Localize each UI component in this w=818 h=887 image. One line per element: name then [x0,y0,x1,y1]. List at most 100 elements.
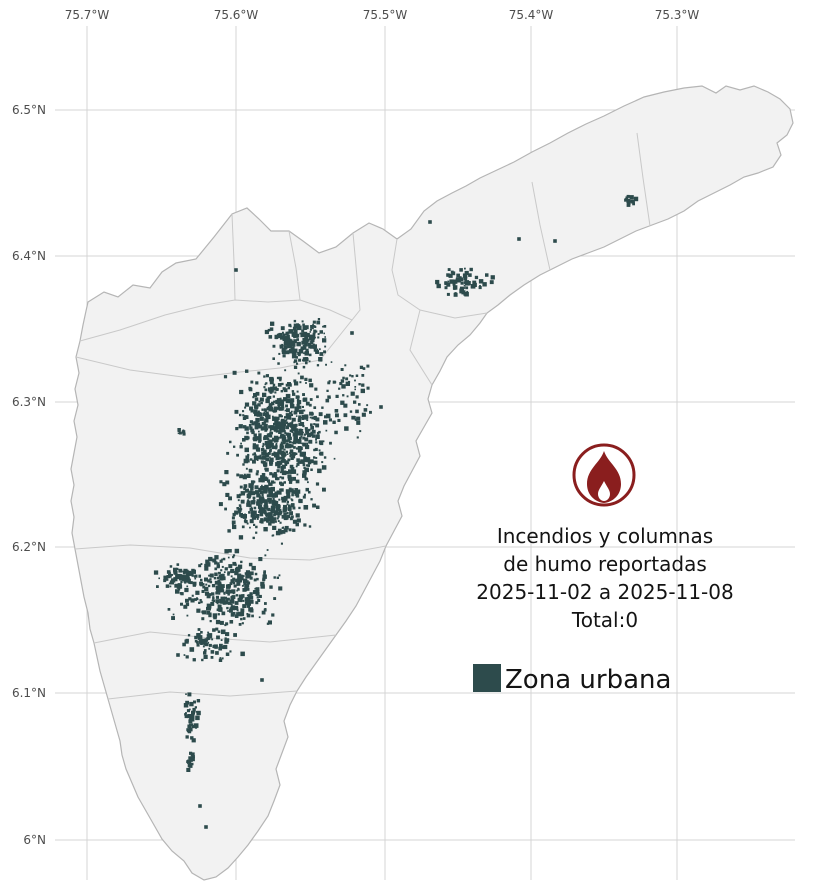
urban-zone-patch [248,387,253,392]
urban-zone-patch [227,591,230,594]
urban-zone-patch [275,447,278,450]
urban-zone-patch [254,397,259,401]
urban-zone-patch [337,418,341,422]
urban-zone-patch [303,346,307,350]
urban-zone-patch [307,460,312,465]
urban-zone-patch [229,620,234,624]
urban-zone-patch [298,422,302,426]
urban-zone-patch [379,405,383,409]
urban-zone-patch [236,609,239,612]
urban-zone-patch [238,535,244,540]
urban-zone-patch [255,531,258,534]
urban-zone-patch [222,557,226,561]
urban-zone-patch [219,480,223,484]
urban-zone-patch [333,457,336,460]
urban-zone-patch [200,563,203,565]
urban-zone-patch [217,630,221,633]
urban-zone-patch [242,599,245,602]
urban-zone-patch [290,410,293,413]
urban-zone-patch [309,336,313,341]
urban-zone-patch [190,756,195,762]
urban-zone-patch [268,403,273,407]
urban-zone-patch [195,715,200,721]
urban-zone-patch [303,523,307,527]
urban-zone-patch [242,414,245,417]
urban-zone-patch [275,443,278,446]
urban-zone-patch [269,472,273,476]
urban-zone-patch [257,495,260,498]
urban-zone-patch [284,515,289,520]
urban-zone-patch [253,578,257,582]
urban-zone-patch [281,423,286,427]
urban-zone-patch [233,584,237,588]
urban-zone-patch [242,475,247,480]
urban-zone-patch [277,383,282,387]
urban-zone-patch [247,594,252,599]
urban-zone-patch [278,574,281,577]
urban-zone-patch [280,488,284,492]
urban-zone-patch [289,464,294,469]
urban-zone-patch [234,570,239,576]
urban-zone-patch [200,631,203,634]
urban-zone-patch [187,692,192,697]
urban-zone-patch [244,518,247,521]
urban-zone-patch [319,358,323,362]
urban-zone-patch [248,483,253,488]
urban-zone-patch [321,406,324,409]
urban-zone-patch [263,386,266,389]
urban-zone-patch [182,571,186,575]
urban-zone-patch [270,386,274,391]
urban-zone-patch [185,569,189,573]
urban-zone-patch [308,439,313,444]
urban-zone-patch [277,465,281,469]
urban-zone-patch [237,587,239,590]
urban-zone-patch [260,486,265,491]
urban-zone-patch [236,507,239,510]
urban-zone-patch [256,596,259,599]
urban-zone-patch [231,605,234,608]
urban-zone-patch [218,589,221,593]
urban-zone-patch [293,336,296,339]
legend: Zona urbana [473,664,671,695]
urban-zone-patch [262,443,265,446]
urban-zone-patch [277,515,280,518]
urban-zone-patch [266,398,269,400]
urban-zone-patch [185,735,189,739]
urban-zone-patch [229,650,232,653]
urban-zone-patch [189,701,194,707]
urban-zone-patch [325,429,328,432]
urban-zone-patch [238,611,243,617]
urban-zone-patch [244,572,248,575]
urban-zone-patch [251,483,254,486]
urban-zone-patch [262,392,267,397]
urban-zone-patch [300,375,304,380]
urban-zone-patch [202,585,206,589]
urban-zone-patch [187,724,192,729]
urban-zone-patch [261,610,266,615]
urban-zone-patch [485,273,489,277]
urban-zone-patch [234,548,240,554]
urban-zone-patch [225,480,230,485]
urban-zone-patch [236,453,239,457]
urban-zone-patch [224,639,229,644]
urban-zone-patch [353,400,357,404]
urban-zone-patch [258,494,261,497]
urban-zone-patch [305,478,309,481]
urban-zone-patch [303,466,306,469]
urban-zone-patch [236,494,241,499]
urban-zone-patch [316,431,320,435]
urban-zone-patch [286,334,290,339]
urban-zone-patch [308,378,312,383]
title-line-2: de humo reportadas [503,552,707,576]
urban-zone-patch [240,442,242,445]
urban-zone-patch [227,610,229,612]
urban-zone-patch [214,555,219,560]
urban-zone-patch [343,413,348,418]
urban-zone-patch [481,279,484,282]
urban-zone-patch [201,617,205,621]
urban-zone-patch [229,607,233,611]
urban-zone-patch [192,658,196,662]
urban-zone-patch [203,651,207,655]
urban-zone-patch [270,480,275,484]
urban-zone-patch [188,723,192,726]
